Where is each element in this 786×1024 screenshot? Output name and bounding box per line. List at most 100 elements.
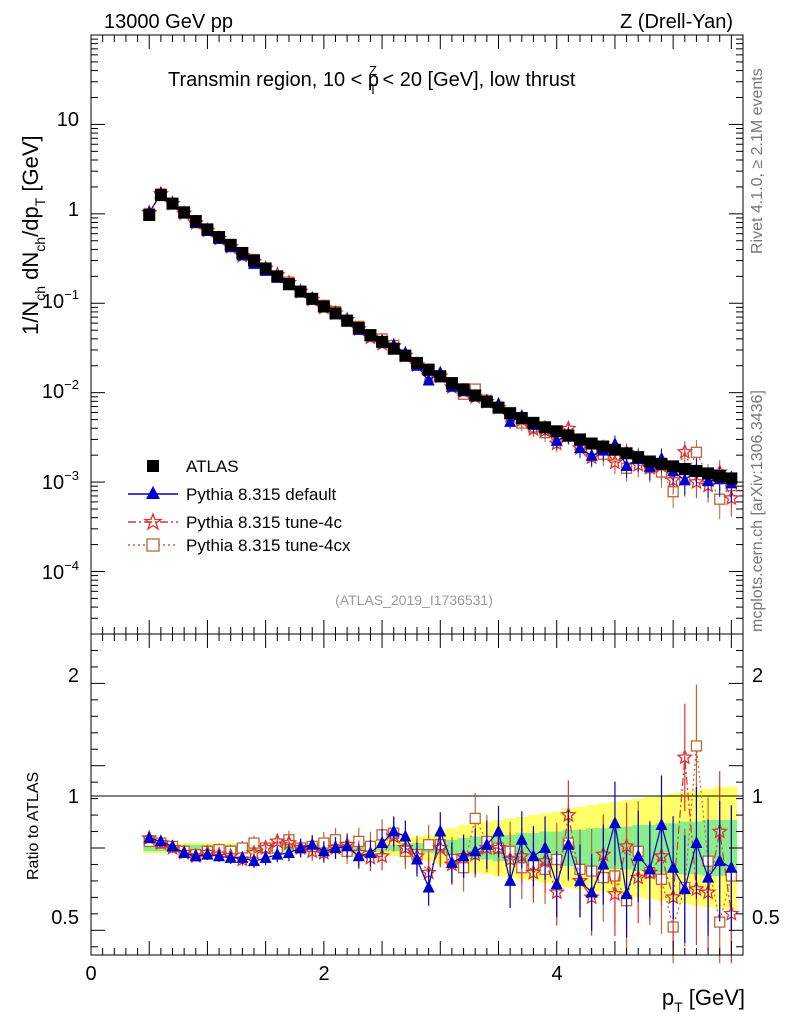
ratio-point-default <box>166 839 179 852</box>
ratio-point-default <box>539 841 552 853</box>
ratio-point-default <box>667 860 680 873</box>
y-tick-label-1: 1 <box>68 199 79 221</box>
ratio-point-tune4cx <box>469 812 481 825</box>
y-tick-label-1e-3: 10−3 <box>42 468 79 494</box>
ratio-point-default <box>271 847 284 860</box>
data-point-atlas <box>399 349 412 362</box>
ratio-point-default <box>690 836 703 849</box>
ratio-point-default <box>282 845 295 858</box>
data-point-atlas <box>201 223 214 236</box>
data-point-atlas <box>539 421 552 434</box>
data-point-atlas <box>492 401 505 414</box>
data-point-atlas <box>306 292 319 305</box>
data-point-atlas <box>178 206 191 219</box>
x-tick-label-0: 0 <box>85 963 96 985</box>
ratio-point-default <box>376 836 389 849</box>
ratio-point-default <box>259 850 272 863</box>
data-point-atlas <box>364 329 377 342</box>
data-point-atlas <box>632 451 645 464</box>
ratio-point-default <box>236 850 249 863</box>
ratio-point-default <box>387 824 400 837</box>
ratio-point-default <box>457 849 470 862</box>
data-point-atlas <box>259 262 272 275</box>
data-point-default <box>574 441 586 454</box>
ratio-point-default <box>608 816 621 829</box>
ratio-tick-05-left: 0.5 <box>51 907 79 929</box>
data-point-atlas <box>224 238 237 251</box>
ratio-point-default <box>411 852 423 865</box>
data-point-default <box>550 433 563 446</box>
ratio-point-default <box>329 841 342 853</box>
legend-marker-default <box>146 486 160 499</box>
data-point-atlas <box>713 469 726 482</box>
ratio-point-tune4c <box>268 832 286 849</box>
legend-marker-tune4c <box>142 512 164 531</box>
data-point-atlas <box>702 467 715 480</box>
data-point-atlas <box>248 254 260 267</box>
ratio-point-default <box>515 832 528 845</box>
data-point-default <box>702 474 715 487</box>
data-point-atlas <box>143 209 156 222</box>
ratio-point-tune4c <box>618 837 635 854</box>
ratio-point-default <box>597 857 610 870</box>
data-point-atlas <box>434 370 447 383</box>
data-point-atlas <box>480 395 493 408</box>
data-point-atlas <box>282 278 295 291</box>
ratio-tick-2-right: 2 <box>752 665 763 687</box>
ratio-point-default <box>294 841 307 853</box>
data-point-atlas <box>236 246 249 259</box>
ratio-point-default <box>492 824 505 837</box>
ratio-point-default <box>306 837 319 850</box>
ratio-point-tune4c <box>373 847 391 864</box>
data-point-atlas <box>562 429 575 442</box>
ratio-point-default <box>504 873 517 886</box>
ratio-point-tune4c <box>606 885 624 902</box>
ratio-point-default <box>422 880 435 893</box>
ratio-point-default <box>725 860 738 873</box>
data-point-atlas <box>271 270 284 283</box>
data-point-atlas <box>655 457 668 470</box>
data-point-atlas <box>189 215 202 228</box>
ratio-y-label: Ratio to ATLAS <box>25 772 42 880</box>
data-point-atlas <box>550 425 563 438</box>
ratio-point-default <box>352 849 365 862</box>
data-point-atlas <box>597 440 610 453</box>
ratio-point-default <box>224 850 237 863</box>
ratio-point-default <box>143 831 156 844</box>
ratio-point-default <box>632 849 645 862</box>
legend-marker-tune4cx <box>146 538 160 552</box>
ratio-point-default <box>469 844 482 857</box>
ratio-point-default <box>562 837 575 850</box>
data-point-atlas <box>422 363 435 376</box>
ratio-point-default <box>480 837 493 850</box>
ratio-point-default <box>574 873 586 886</box>
ratio-point-default <box>154 834 167 847</box>
mcplots-label: mcplots.cern.ch [arXiv:1306.3436] <box>749 390 766 632</box>
ratio-point-default <box>655 817 668 830</box>
x-axis-label: pT [GeV] <box>662 985 745 1015</box>
data-point-atlas <box>154 189 167 202</box>
legend-label-default: Pythia 8.315 default <box>186 485 337 504</box>
ratio-point-tune4cx <box>422 839 435 851</box>
data-point-atlas <box>376 335 389 348</box>
data-point-default <box>585 448 598 461</box>
data-point-default <box>678 473 691 486</box>
x-tick-label-4: 4 <box>551 963 562 985</box>
main-series <box>141 185 740 520</box>
x-tick-label-2: 2 <box>318 963 329 985</box>
ratio-point-default <box>702 870 715 883</box>
legend-label-tune4c: Pythia 8.315 tune-4c <box>186 513 342 532</box>
uncertainty-band-inner <box>143 844 156 852</box>
data-point-atlas <box>352 321 365 334</box>
y-tick-label-1e-4: 10−4 <box>42 558 79 584</box>
ratio-point-default <box>248 854 260 867</box>
ratio-point-default <box>678 882 691 895</box>
data-point-default <box>620 459 633 472</box>
data-point-atlas <box>469 389 482 402</box>
main-axis-ticks <box>90 34 744 635</box>
series-line-default <box>148 192 732 484</box>
data-point-atlas <box>585 437 598 450</box>
data-point-default <box>504 414 517 427</box>
ratio-axis-ticks <box>90 634 744 955</box>
ratio-panel: 2 1 0.5 2 1 0.5 Ratio to ATLAS 0 2 4 pT … <box>25 633 780 1015</box>
